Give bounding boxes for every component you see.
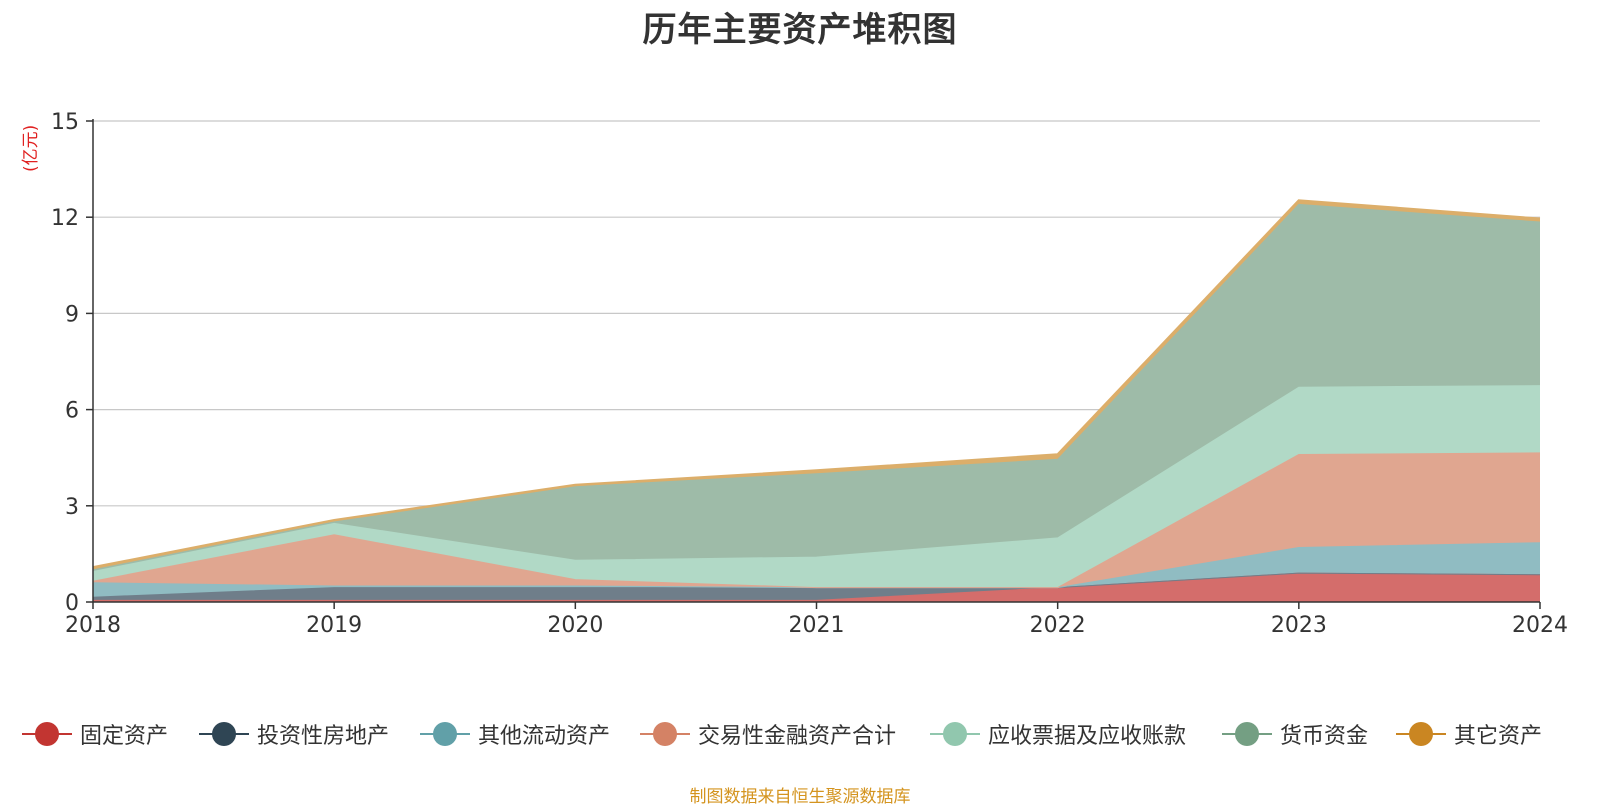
legend-label: 交易性金融资产合计 [698, 724, 897, 749]
legend-marker-icon [640, 714, 690, 754]
series-5-line [92, 203, 1541, 571]
y-tick-label: 12 [51, 206, 79, 231]
legend-marker-icon [420, 714, 470, 754]
legend-label: 其他流动资产 [478, 724, 611, 749]
chart-legend: 固定资产 投资性房地产 其他流动资产 交易性金融资产合计 应收票据及应收账款 货币资金 其它… [0, 714, 1600, 754]
legend-item-6[interactable]: 其它资产 [1396, 714, 1542, 754]
series-3-line [92, 452, 1541, 589]
y-tick-label: 3 [65, 495, 79, 520]
legend-item-1[interactable]: 投资性房地产 [199, 714, 389, 754]
x-tick-label: 2018 [65, 613, 121, 638]
x-tick-label: 2021 [789, 613, 845, 638]
legend-marker-icon [930, 714, 980, 754]
legend-marker-icon [1222, 714, 1272, 754]
legend-label: 其它资产 [1454, 724, 1543, 749]
y-tick-label: 9 [65, 302, 79, 327]
y-tick-label: 0 [65, 591, 79, 616]
legend-item-0[interactable]: 固定资产 [22, 714, 168, 754]
x-tick-label: 2020 [547, 613, 603, 638]
series-4-area [93, 385, 1540, 588]
y-tick-label: 15 [51, 110, 79, 135]
x-tick-label: 2024 [1512, 613, 1568, 638]
series-3-area [93, 452, 1540, 588]
x-tick-label: 2023 [1271, 613, 1327, 638]
legend-label: 货币资金 [1280, 724, 1369, 749]
x-tick-label: 2019 [306, 613, 362, 638]
legend-label: 固定资产 [80, 724, 169, 749]
series-0-area [93, 573, 1540, 602]
legend-item-2[interactable]: 其他流动资产 [420, 714, 610, 754]
series-5-area [93, 204, 1540, 572]
series-2-area [93, 542, 1540, 598]
legend-label: 应收票据及应收账款 [988, 724, 1187, 749]
series-6-line [92, 199, 1541, 569]
legend-item-5[interactable]: 货币资金 [1222, 714, 1368, 754]
legend-marker-icon [22, 714, 72, 754]
series-4-line [92, 385, 1541, 572]
series-1-area [93, 573, 1540, 601]
chart-title: 历年主要资产堆积图 [642, 10, 958, 50]
x-tick-label: 2022 [1030, 613, 1086, 638]
legend-marker-icon [1396, 714, 1446, 754]
legend-item-3[interactable]: 交易性金融资产合计 [640, 714, 896, 754]
legend-item-4[interactable]: 应收票据及应收账款 [930, 714, 1186, 754]
source-note: 制图数据来自恒生聚源数据库 [689, 787, 911, 807]
legend-label: 投资性房地产 [257, 724, 390, 749]
legend-marker-icon [199, 714, 249, 754]
y-tick-label: 6 [65, 399, 79, 424]
